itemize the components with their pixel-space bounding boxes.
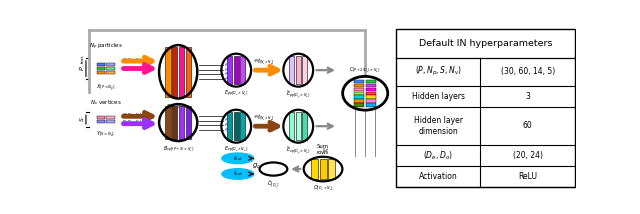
- Bar: [227, 56, 232, 84]
- Text: $X_{[P\times N_p]}$: $X_{[P\times N_p]}$: [96, 83, 116, 94]
- Bar: [186, 106, 191, 139]
- Bar: [106, 63, 115, 67]
- Bar: [354, 88, 364, 91]
- Text: $f^{en}$: $f^{en}$: [224, 75, 231, 83]
- Bar: [366, 84, 376, 87]
- Text: $f^{en}$: $f^{en}$: [224, 61, 231, 69]
- Bar: [289, 56, 294, 84]
- Text: Sum
rows: Sum rows: [317, 144, 329, 155]
- Text: (20, 24): (20, 24): [513, 151, 543, 160]
- Bar: [97, 120, 105, 123]
- Bar: [354, 100, 364, 103]
- Bar: [106, 116, 115, 119]
- Text: $E_{vp[D_e\times N_e]}$: $E_{vp[D_e\times N_e]}$: [224, 145, 248, 155]
- Text: $f^{en}$: $f^{en}$: [224, 117, 231, 125]
- Bar: [234, 112, 239, 140]
- Bar: [302, 112, 307, 140]
- Bar: [97, 67, 105, 70]
- Text: $\bar{E}_{pp[D_e\times N_p]}$: $\bar{E}_{pp[D_e\times N_p]}$: [286, 89, 310, 100]
- Text: $f_{out}$: $f_{out}$: [233, 154, 243, 163]
- Text: $\bar{E}_{vp[D_e\times N_p]}$: $\bar{E}_{vp[D_e\times N_p]}$: [286, 145, 310, 156]
- Text: $B_{vp[(P+S)\times N_v]}$: $B_{vp[(P+S)\times N_v]}$: [163, 144, 194, 155]
- Text: $C_{[P+2(D_e)\times N_p]}$: $C_{[P+2(D_e)\times N_p]}$: [349, 66, 381, 75]
- Circle shape: [222, 169, 253, 179]
- Bar: [97, 116, 105, 119]
- Text: $\cdot R_{v[N_v\times N_v]}$: $\cdot R_{v[N_v\times N_v]}$: [121, 119, 142, 127]
- Text: $\cdot R_{k[N_p\times N_p]}$: $\cdot R_{k[N_p\times N_p]}$: [121, 64, 142, 72]
- Bar: [172, 47, 177, 97]
- Bar: [240, 56, 245, 84]
- Text: $N_v$ vertices: $N_v$ vertices: [90, 98, 122, 107]
- Bar: [97, 63, 105, 67]
- Text: $f^{en}$: $f^{en}$: [224, 121, 231, 129]
- Text: $\cdot R^d_{k[N_e\times N_p]}$: $\cdot R^d_{k[N_e\times N_p]}$: [253, 56, 274, 67]
- Bar: [165, 106, 170, 139]
- Bar: [396, 29, 575, 187]
- Bar: [106, 120, 115, 123]
- Text: Hidden layers: Hidden layers: [412, 92, 465, 101]
- Bar: [296, 56, 301, 84]
- Text: 3: 3: [525, 92, 530, 101]
- Bar: [354, 92, 364, 95]
- Text: 60: 60: [523, 121, 532, 130]
- Bar: [319, 159, 326, 179]
- Bar: [354, 95, 364, 99]
- Bar: [106, 67, 115, 70]
- Bar: [165, 47, 170, 97]
- Text: $f^{en}$: $f^{en}$: [224, 112, 231, 120]
- Text: feat.: feat.: [81, 54, 84, 63]
- Text: $f^{en}$: $f^{en}$: [224, 126, 231, 134]
- Bar: [354, 103, 364, 107]
- Bar: [296, 112, 301, 140]
- Bar: [354, 84, 364, 87]
- Bar: [366, 88, 376, 91]
- Bar: [366, 95, 376, 99]
- Text: $N_p$ particles: $N_p$ particles: [89, 42, 123, 52]
- Bar: [366, 80, 376, 83]
- Text: $\bar{O}_{[D_o]}$: $\bar{O}_{[D_o]}$: [267, 179, 280, 190]
- Text: $Y_{[S\times N_v]}$: $Y_{[S\times N_v]}$: [96, 130, 115, 139]
- Bar: [310, 159, 317, 179]
- Text: $B_{pp[2P\times N_p]}$: $B_{pp[2P\times N_p]}$: [166, 102, 191, 111]
- Bar: [240, 112, 245, 140]
- Text: $\cdot R_{k[N_v\times N_p]}$: $\cdot R_{k[N_v\times N_p]}$: [121, 111, 142, 119]
- Bar: [366, 92, 376, 95]
- Text: $(D_e, D_o)$: $(D_e, D_o)$: [424, 149, 453, 162]
- Circle shape: [222, 153, 253, 163]
- Text: Activation: Activation: [419, 172, 458, 181]
- Bar: [179, 47, 184, 97]
- Bar: [289, 112, 294, 140]
- Text: $\cdot R^d_{k[N_e\times N_p]}$: $\cdot R^d_{k[N_e\times N_p]}$: [253, 112, 274, 123]
- Bar: [106, 71, 115, 74]
- Text: $E_{pp[D_e\times N_e]}$: $E_{pp[D_e\times N_e]}$: [224, 89, 248, 99]
- Bar: [354, 80, 364, 83]
- Text: $f^{en}$: $f^{en}$: [224, 66, 231, 74]
- Text: (30, 60, 14, 5): (30, 60, 14, 5): [500, 67, 555, 76]
- Bar: [186, 47, 191, 97]
- Bar: [172, 106, 177, 139]
- Text: $P$: $P$: [79, 66, 86, 71]
- Text: Hidden layer
dimension: Hidden layer dimension: [414, 116, 463, 135]
- Text: ReLU: ReLU: [518, 172, 537, 181]
- Bar: [366, 100, 376, 103]
- Bar: [366, 103, 376, 107]
- Text: Default IN hyperparameters: Default IN hyperparameters: [419, 39, 552, 48]
- Text: $S$: $S$: [79, 117, 86, 122]
- Text: $g_c$: $g_c$: [252, 162, 261, 171]
- Bar: [179, 106, 184, 139]
- Text: $f_{out}$: $f_{out}$: [233, 169, 243, 178]
- Text: $O_{[D_o\times N_p]}$: $O_{[D_o\times N_p]}$: [312, 184, 333, 193]
- Bar: [227, 112, 232, 140]
- Bar: [97, 71, 105, 74]
- Bar: [234, 56, 239, 84]
- Text: $f^{en}$: $f^{en}$: [224, 71, 231, 78]
- Bar: [302, 56, 307, 84]
- Text: $\cdot R_{k[N_p\times N_p]}$: $\cdot R_{k[N_p\times N_p]}$: [121, 56, 142, 64]
- Bar: [328, 159, 335, 179]
- Text: $(P, N_p, S, N_v)$: $(P, N_p, S, N_v)$: [415, 65, 462, 78]
